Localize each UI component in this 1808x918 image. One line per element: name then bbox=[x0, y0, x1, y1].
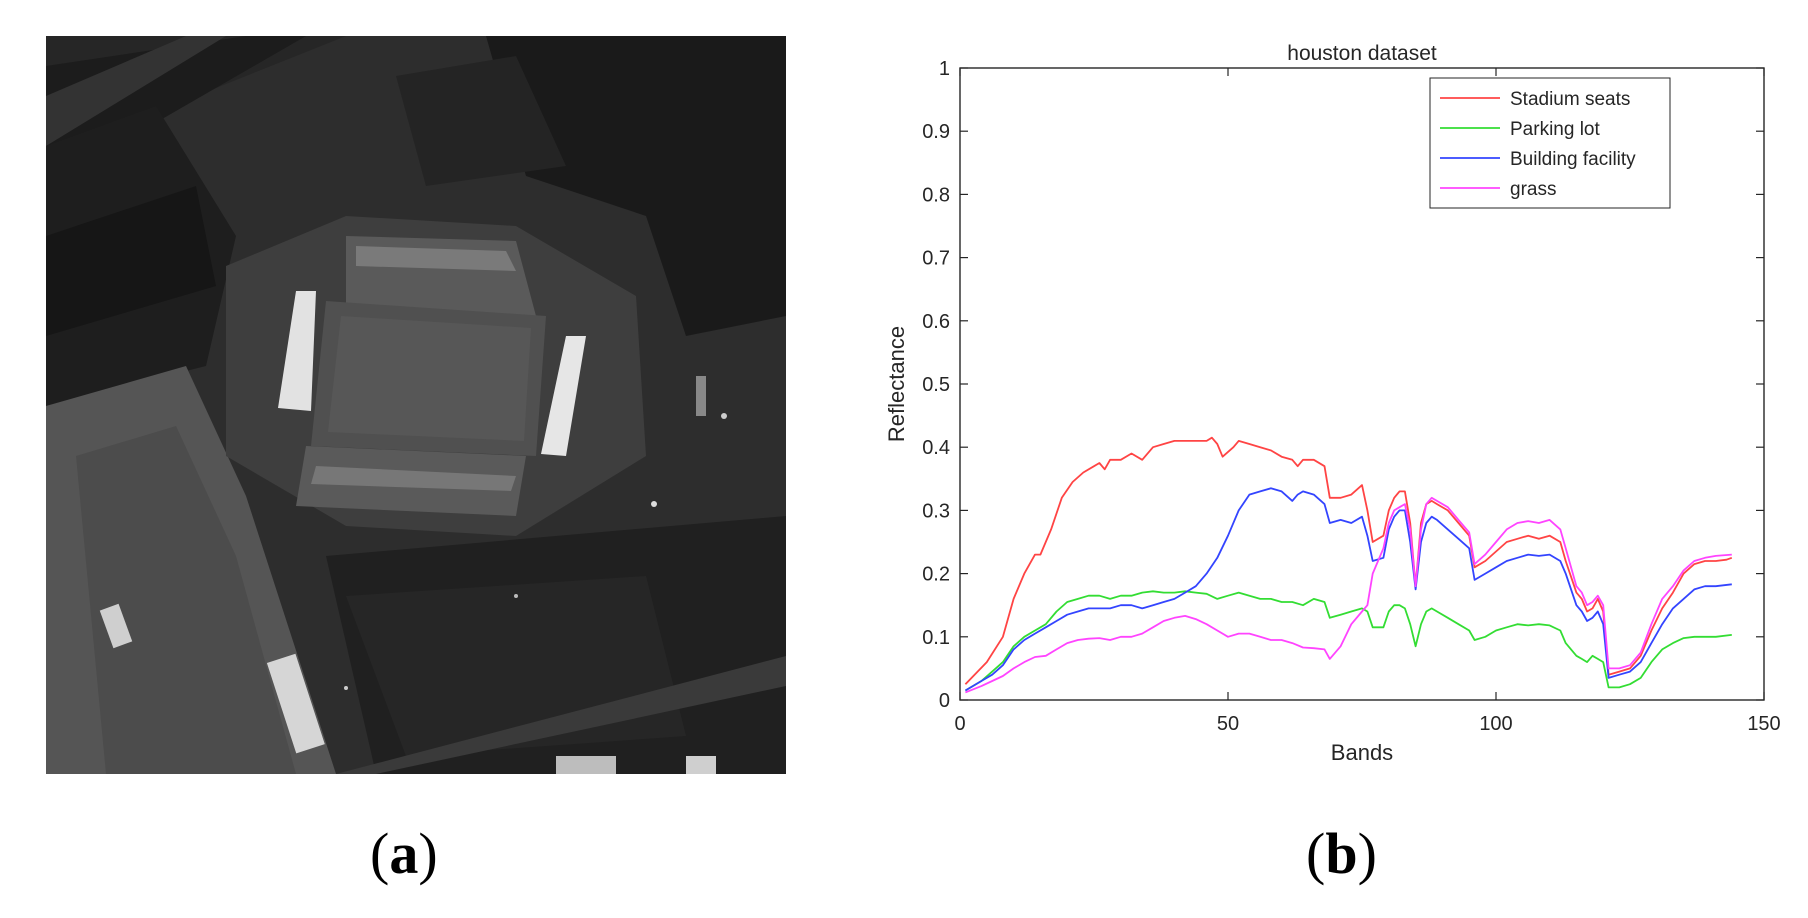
x-axis-label: Bands bbox=[1331, 740, 1393, 765]
x-tick-label: 100 bbox=[1479, 713, 1512, 735]
y-tick-label: 0.7 bbox=[922, 248, 950, 270]
reflectance-chart: houston dataset Bands Reflectance 0 0.1 0.… bbox=[884, 42, 1781, 765]
x-tick-label: 0 bbox=[954, 713, 965, 735]
y-tick-label: 0.1 bbox=[922, 627, 950, 649]
series-lines bbox=[964, 436, 1733, 694]
panel-b-label: b bbox=[1325, 821, 1358, 886]
y-tick-label: 0.3 bbox=[922, 500, 950, 522]
y-tick-label: 0.8 bbox=[922, 184, 950, 206]
panel-b-caption: (b) bbox=[1306, 821, 1377, 886]
legend: Stadium seats Parking lot Building facilit… bbox=[1429, 77, 1671, 209]
y-tick-label: 0.4 bbox=[922, 437, 950, 459]
axis-ticks: 0 0.1 0.2 0.3 0.4 0.5 0.6 0.7 0.8 0.9 1 0 50 100 150 bbox=[922, 58, 1781, 735]
y-tick-label: 0.2 bbox=[922, 564, 950, 586]
series-line-stadium-seats bbox=[964, 436, 1733, 685]
x-tick-label: 150 bbox=[1747, 713, 1780, 735]
y-tick-label: 0.6 bbox=[922, 311, 950, 333]
panel-a-label: a bbox=[389, 821, 419, 886]
series-line-grass bbox=[965, 496, 1732, 694]
panel-a-aerial-image bbox=[46, 36, 786, 774]
series-line-parking-lot bbox=[964, 590, 1732, 692]
y-axis-label: Reflectance bbox=[884, 326, 909, 442]
legend-label: Stadium seats bbox=[1510, 89, 1630, 110]
legend-label: Building facility bbox=[1510, 149, 1636, 170]
legend-box bbox=[1429, 77, 1671, 209]
panel-a-caption: (a) bbox=[370, 821, 438, 886]
y-tick-label: 0 bbox=[939, 690, 950, 712]
series-line-building-facility bbox=[964, 487, 1732, 692]
y-tick-label: 0.9 bbox=[922, 121, 950, 143]
legend-label: Parking lot bbox=[1510, 119, 1600, 140]
aerial-stadium-image bbox=[46, 36, 786, 774]
x-tick-label: 50 bbox=[1217, 713, 1239, 735]
legend-label: grass bbox=[1510, 179, 1556, 200]
y-tick-label: 1 bbox=[939, 58, 950, 80]
chart-title: houston dataset bbox=[1287, 42, 1437, 65]
y-tick-label: 0.5 bbox=[922, 374, 950, 396]
